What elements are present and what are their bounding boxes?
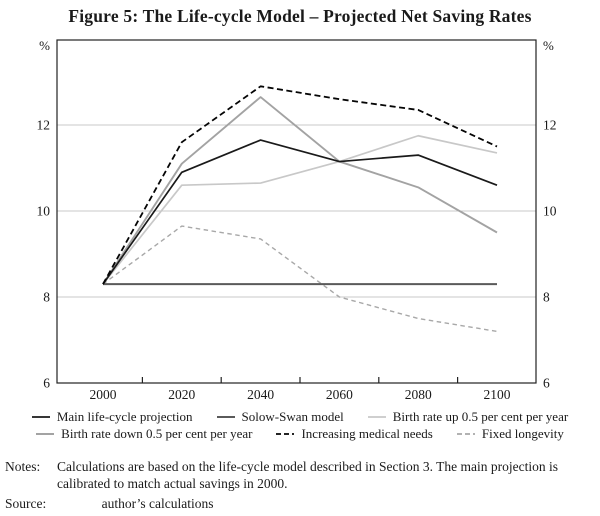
legend-item: Birth rate down 0.5 per cent per year — [36, 426, 252, 442]
series-line-2 — [102, 134, 498, 285]
source-block: Source: author’s calculations — [5, 496, 595, 512]
series-line-3 — [102, 96, 498, 285]
legend-item: Solow-Swan model — [216, 409, 344, 425]
legend-label: Fixed longevity — [481, 426, 564, 441]
line-chart: 2000 2020 2040 2060 2080 2100 6 6 8 8 10 10 12 12%% — [37, 38, 557, 402]
x-tick-label: 2100 — [484, 387, 511, 402]
figure-title: Figure 5: The Life-cycle Model – Project… — [68, 6, 532, 26]
x-tick-label: 2020 — [168, 387, 195, 402]
legend-label: Birth rate down 0.5 per cent per year — [61, 426, 253, 441]
x-tick-label: 2080 — [405, 387, 432, 402]
legend-item: Main life-cycle projection — [31, 409, 193, 425]
series-line-5 — [102, 225, 498, 333]
y-tick-label-right: 10 — [543, 204, 557, 219]
legend-row: Birth rate down 0.5 per cent per year Inc… — [36, 426, 564, 442]
y-tick-label-left: 8 — [43, 290, 50, 305]
x-tick-label: 2040 — [247, 387, 274, 402]
legend-label: Increasing medical needs — [301, 426, 433, 441]
y-tick-label-left: 12 — [37, 118, 51, 133]
legend-item: Fixed longevity — [456, 426, 564, 442]
source-label: Source: — [5, 496, 47, 511]
legend-swatch-solid-line — [36, 433, 55, 435]
source-text: author’s calculations — [101, 496, 214, 511]
y-tick-label-right: 8 — [543, 290, 550, 305]
legend-swatch-dashed-line — [276, 433, 295, 435]
legend-label: Main life-cycle projection — [56, 409, 193, 424]
y-tick-label-right: 6 — [543, 376, 550, 391]
y-tick-label-right: 12 — [543, 118, 557, 133]
x-tick-label: 2060 — [326, 387, 353, 402]
y-tick-label-left: 6 — [43, 376, 50, 391]
notes-block: Notes: Calculations are based on the lif… — [5, 458, 595, 492]
legend-row: Main life-cycle projection Solow-Swan mod… — [31, 409, 569, 425]
series-line-4 — [102, 85, 498, 285]
y-tick-label-left: 10 — [37, 204, 51, 219]
legend-swatch-solid-line — [216, 416, 235, 418]
legend-label: Birth rate up 0.5 per cent per year — [392, 409, 569, 424]
legend-label: Solow-Swan model — [241, 409, 344, 424]
legend-item: Birth rate up 0.5 per cent per year — [367, 409, 569, 425]
legend-item: Increasing medical needs — [276, 426, 433, 442]
legend-swatch-solid-line — [367, 416, 386, 418]
chart-legend: Main life-cycle projection Solow-Swan mod… — [0, 409, 600, 442]
notes-text: Calculations are based on the life-cycle… — [57, 459, 558, 491]
plot-frame — [56, 39, 537, 384]
legend-swatch-dashed-line — [456, 433, 475, 435]
x-tick-label: 2000 — [90, 387, 117, 402]
y-unit-left: % — [39, 38, 50, 53]
y-unit-right: % — [543, 38, 554, 53]
notes-label: Notes: — [5, 459, 41, 474]
series-line-0 — [102, 139, 498, 285]
legend-swatch-solid-line — [31, 416, 50, 418]
